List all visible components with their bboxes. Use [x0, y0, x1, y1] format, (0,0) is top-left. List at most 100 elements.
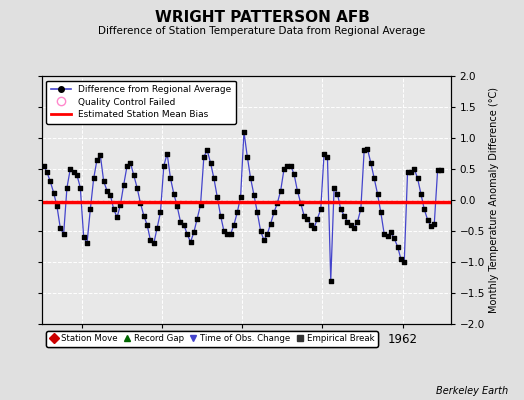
- Point: [260, 237, 268, 244]
- Point: [253, 209, 261, 216]
- Point: [233, 209, 242, 216]
- Point: [173, 203, 181, 210]
- Point: [410, 166, 419, 172]
- Text: WRIGHT PATTERSON AFB: WRIGHT PATTERSON AFB: [155, 10, 369, 25]
- Point: [394, 243, 402, 250]
- Point: [133, 184, 141, 191]
- Point: [427, 223, 435, 229]
- Point: [176, 218, 184, 225]
- Point: [277, 188, 285, 194]
- Point: [193, 215, 201, 222]
- Point: [236, 194, 245, 200]
- Point: [53, 203, 61, 210]
- Point: [397, 256, 405, 262]
- Point: [39, 163, 48, 169]
- Point: [303, 215, 312, 222]
- Point: [220, 228, 228, 234]
- Point: [187, 239, 195, 245]
- Point: [160, 163, 168, 169]
- Point: [243, 153, 252, 160]
- Point: [390, 235, 398, 242]
- Point: [166, 175, 174, 182]
- Point: [263, 231, 271, 237]
- Point: [190, 229, 198, 236]
- Point: [143, 222, 151, 228]
- Point: [103, 188, 111, 194]
- Point: [367, 160, 375, 166]
- Point: [326, 278, 335, 284]
- Point: [330, 184, 339, 191]
- Point: [360, 147, 368, 154]
- Point: [357, 206, 365, 212]
- Point: [323, 153, 332, 160]
- Point: [206, 160, 215, 166]
- Point: [307, 222, 315, 228]
- Point: [343, 218, 352, 225]
- Point: [246, 175, 255, 182]
- Point: [287, 163, 295, 169]
- Point: [230, 222, 238, 228]
- Point: [43, 169, 51, 175]
- Point: [387, 229, 395, 236]
- Point: [56, 225, 64, 231]
- Point: [370, 175, 378, 182]
- Point: [336, 206, 345, 212]
- Point: [240, 129, 248, 135]
- Point: [223, 231, 232, 237]
- Point: [384, 233, 392, 239]
- Point: [100, 178, 108, 185]
- Point: [300, 212, 308, 219]
- Point: [119, 181, 128, 188]
- Point: [363, 146, 372, 152]
- Point: [200, 153, 208, 160]
- Point: [76, 184, 84, 191]
- Point: [377, 209, 385, 216]
- Point: [353, 218, 362, 225]
- Point: [59, 231, 68, 237]
- Point: [216, 212, 225, 219]
- Point: [320, 150, 329, 157]
- Point: [183, 231, 191, 237]
- Point: [63, 184, 71, 191]
- Point: [80, 234, 88, 240]
- Point: [106, 192, 115, 198]
- Point: [346, 222, 355, 228]
- Point: [73, 172, 81, 178]
- Point: [266, 220, 275, 227]
- Point: [49, 189, 58, 196]
- Point: [430, 220, 439, 227]
- Point: [290, 171, 298, 177]
- Y-axis label: Monthly Temperature Anomaly Difference (°C): Monthly Temperature Anomaly Difference (…: [489, 87, 499, 313]
- Point: [129, 172, 138, 178]
- Point: [146, 237, 155, 244]
- Point: [66, 166, 74, 172]
- Point: [110, 206, 118, 212]
- Point: [273, 200, 281, 206]
- Point: [413, 175, 422, 182]
- Point: [116, 202, 125, 208]
- Point: [270, 209, 278, 216]
- Point: [350, 225, 358, 231]
- Point: [180, 222, 188, 228]
- Point: [313, 215, 322, 222]
- Point: [163, 150, 171, 157]
- Point: [210, 175, 218, 182]
- Point: [250, 192, 258, 198]
- Point: [333, 191, 342, 197]
- Point: [213, 194, 222, 200]
- Text: Difference of Station Temperature Data from Regional Average: Difference of Station Temperature Data f…: [99, 26, 425, 36]
- Point: [417, 191, 425, 197]
- Point: [90, 175, 98, 182]
- Point: [156, 209, 165, 216]
- Point: [256, 228, 265, 234]
- Point: [46, 178, 54, 185]
- Legend: Station Move, Record Gap, Time of Obs. Change, Empirical Break: Station Move, Record Gap, Time of Obs. C…: [46, 331, 378, 347]
- Point: [139, 212, 148, 219]
- Point: [203, 147, 211, 154]
- Point: [310, 225, 318, 231]
- Text: Berkeley Earth: Berkeley Earth: [436, 386, 508, 396]
- Point: [436, 167, 445, 174]
- Point: [316, 206, 325, 212]
- Point: [136, 200, 145, 206]
- Point: [93, 156, 101, 163]
